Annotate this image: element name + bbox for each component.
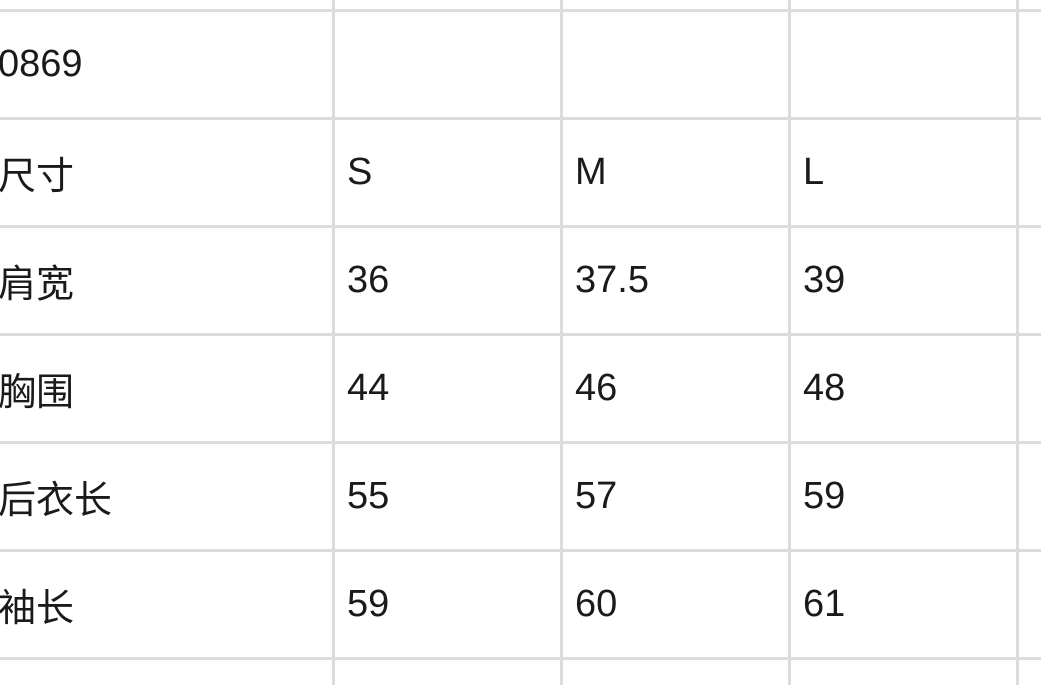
table-cell[interactable]: 胸围 — [0, 372, 75, 414]
grid-column-line — [560, 0, 563, 685]
table-cell[interactable]: 袖长 — [0, 588, 75, 630]
table-cell[interactable] — [575, 12, 787, 117]
table-cell[interactable]: 48 — [803, 367, 846, 409]
table-cell[interactable]: 尺寸 — [0, 156, 75, 198]
table-cell[interactable]: 59 — [347, 583, 390, 625]
grid-row-line — [0, 225, 1041, 228]
table-cell[interactable]: 60 — [575, 583, 618, 625]
table-cell[interactable]: 36 — [347, 259, 390, 301]
grid-row-line — [0, 657, 1041, 660]
table-cell[interactable]: 55 — [347, 475, 390, 517]
table-cell[interactable]: 肩宽 — [0, 264, 75, 306]
grid-column-line — [332, 0, 335, 685]
table-cell[interactable]: M — [575, 151, 607, 193]
table-cell[interactable]: 37.5 — [575, 259, 649, 301]
table-cell[interactable]: S — [347, 151, 373, 193]
grid-row-line — [0, 333, 1041, 336]
grid-column-line — [1016, 0, 1019, 685]
grid-row-line — [0, 117, 1041, 120]
table-cell[interactable]: 61 — [803, 583, 846, 625]
table-cell[interactable]: 59 — [803, 475, 846, 517]
table-cell[interactable] — [803, 12, 1015, 117]
table-cell[interactable] — [347, 12, 559, 117]
table-cell[interactable]: 0869 — [0, 43, 83, 85]
grid-row-line — [0, 9, 1041, 12]
table-cell[interactable]: 后衣长 — [0, 480, 113, 522]
grid-row-line — [0, 441, 1041, 444]
table-cell[interactable]: 44 — [347, 367, 390, 409]
table-cell[interactable]: L — [803, 151, 825, 193]
grid-row-line — [0, 549, 1041, 552]
table-cell[interactable]: 39 — [803, 259, 846, 301]
table-cell[interactable]: 46 — [575, 367, 618, 409]
table-cell[interactable]: 57 — [575, 475, 618, 517]
grid-column-line — [788, 0, 791, 685]
